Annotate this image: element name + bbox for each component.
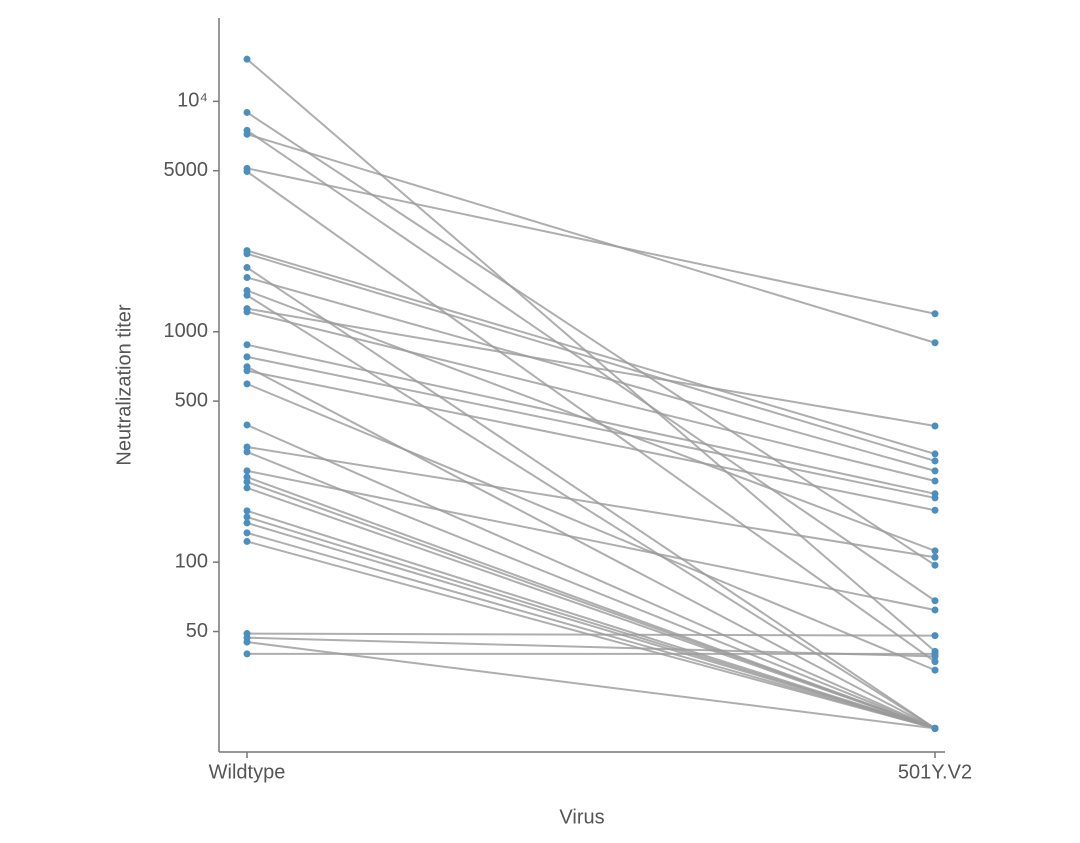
y-tick-label: 10⁴ xyxy=(177,90,208,112)
point xyxy=(243,529,251,537)
y-axis-title: Neutralization titer xyxy=(113,304,135,466)
point xyxy=(931,450,939,458)
point xyxy=(931,561,939,569)
point xyxy=(243,507,251,515)
point xyxy=(243,443,251,451)
point xyxy=(243,353,251,361)
series-line xyxy=(246,369,936,512)
series-line xyxy=(246,641,936,730)
point xyxy=(243,448,251,456)
point xyxy=(243,130,251,138)
y-tick-label: 100 xyxy=(175,550,208,572)
point xyxy=(243,308,251,316)
point xyxy=(243,291,251,299)
point xyxy=(931,597,939,605)
series-line xyxy=(246,111,936,567)
series-line xyxy=(246,266,936,730)
series-line xyxy=(246,355,936,499)
point xyxy=(243,513,251,521)
series-line xyxy=(246,167,936,315)
point xyxy=(243,55,251,63)
point xyxy=(243,367,251,375)
point xyxy=(931,666,939,674)
point xyxy=(931,467,939,475)
point xyxy=(243,250,251,258)
point xyxy=(931,658,939,666)
point xyxy=(243,168,251,176)
point xyxy=(243,519,251,527)
point xyxy=(243,273,251,281)
y-tick-label: 5000 xyxy=(164,159,209,181)
point xyxy=(243,484,251,492)
series-line xyxy=(246,531,936,730)
series-line xyxy=(246,133,936,344)
point xyxy=(243,478,251,486)
point xyxy=(243,380,251,388)
point xyxy=(931,553,939,561)
series-line xyxy=(246,469,936,611)
x-axis-title: Virus xyxy=(559,806,604,828)
series-line xyxy=(246,343,936,495)
point xyxy=(931,310,939,318)
series-line xyxy=(246,365,936,730)
point xyxy=(243,108,251,116)
point xyxy=(931,506,939,514)
series-line xyxy=(246,58,936,653)
point xyxy=(931,632,939,640)
series-line xyxy=(246,276,936,472)
point xyxy=(931,457,939,465)
series-line xyxy=(246,170,936,663)
point xyxy=(243,537,251,545)
series-line xyxy=(246,632,936,637)
point xyxy=(931,477,939,485)
point xyxy=(243,341,251,349)
point xyxy=(931,494,939,502)
point xyxy=(931,339,939,347)
series-line xyxy=(246,129,936,602)
y-tick-label: 500 xyxy=(175,389,208,411)
x-tick-label: 501Y.V2 xyxy=(898,761,972,783)
point xyxy=(931,724,939,732)
series-line xyxy=(246,382,936,672)
series-line xyxy=(246,450,936,730)
point xyxy=(931,650,939,658)
series-line xyxy=(246,486,936,730)
series-line xyxy=(246,446,936,559)
series-line xyxy=(246,294,936,730)
series-line xyxy=(246,289,936,552)
point xyxy=(243,638,251,646)
point xyxy=(931,606,939,614)
series-line xyxy=(246,252,936,462)
series-line xyxy=(246,310,936,482)
point xyxy=(243,650,251,658)
point xyxy=(243,421,251,429)
point xyxy=(931,547,939,555)
y-tick-label: 50 xyxy=(186,620,208,642)
point xyxy=(243,473,251,481)
x-tick-label: Wildtype xyxy=(209,761,286,783)
point xyxy=(243,467,251,475)
series-line xyxy=(246,249,936,455)
point xyxy=(931,422,939,430)
y-tick-label: 1000 xyxy=(164,320,209,342)
series-line xyxy=(246,521,936,730)
series-line xyxy=(246,424,936,730)
series-line xyxy=(246,307,936,427)
point xyxy=(243,264,251,272)
